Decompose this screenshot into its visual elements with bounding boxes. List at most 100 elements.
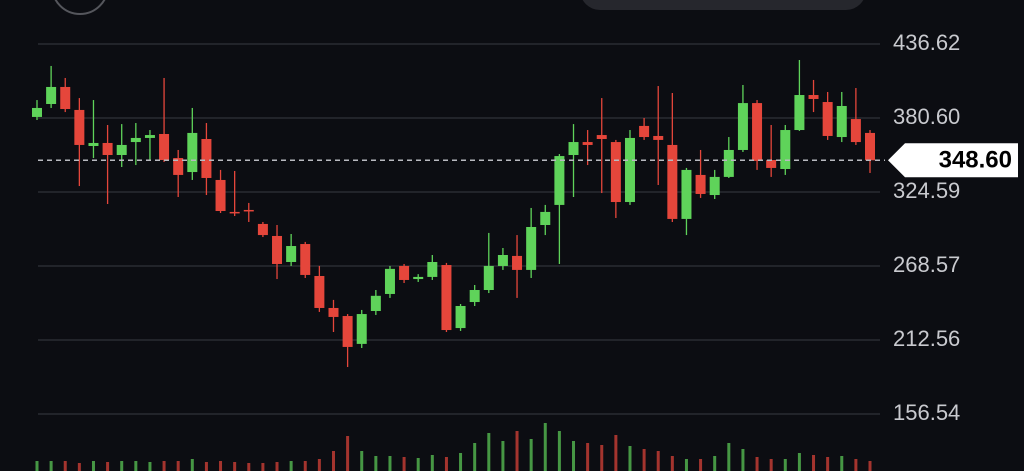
volume-bar <box>134 461 138 471</box>
y-tick-label: 268.57 <box>893 252 960 277</box>
volume-bar <box>176 461 180 471</box>
candle-body <box>808 95 819 99</box>
volume-bar <box>402 457 406 471</box>
volume-bar <box>670 456 674 471</box>
volume-bar <box>49 461 53 471</box>
volume-bar <box>543 423 547 471</box>
volume-bar <box>586 443 590 471</box>
volume-bar <box>473 443 477 471</box>
volume-bar <box>275 462 279 471</box>
volume-bar <box>317 459 321 471</box>
candle-body <box>46 86 57 105</box>
volume-bar <box>783 459 787 471</box>
candle-body <box>850 119 861 143</box>
volume-bar <box>148 462 152 471</box>
volume-bar <box>854 459 858 471</box>
candle-body <box>413 276 424 280</box>
volume-bar <box>106 462 110 471</box>
volume-bar <box>600 445 604 471</box>
volume-bar <box>219 461 223 471</box>
candle-body <box>653 135 664 140</box>
candle-body <box>681 169 692 219</box>
volume-bar <box>360 451 364 471</box>
candle-body <box>766 160 777 168</box>
candle-body <box>342 316 353 347</box>
candle-body <box>836 105 847 138</box>
volume-bar <box>656 451 660 471</box>
candle-body <box>229 211 240 214</box>
candle-body <box>159 133 170 161</box>
candle-body <box>780 130 791 169</box>
y-tick-label: 324.59 <box>893 178 960 203</box>
candle-body <box>639 125 650 138</box>
last-price: 348.60 <box>38 143 1018 178</box>
candle-body <box>116 144 127 155</box>
volume-bar <box>416 458 420 471</box>
candle-body <box>88 142 99 147</box>
candle-body <box>173 158 184 175</box>
volume-bar <box>430 455 434 471</box>
volume-bar <box>303 461 307 471</box>
volume-bar <box>812 455 816 471</box>
volume-bar <box>233 462 237 471</box>
y-axis: 156.54 212.56 268.57 324.59 380.60 436.62 <box>893 30 960 425</box>
volume-bar <box>331 451 335 471</box>
volume-bar <box>247 463 251 471</box>
y-tick-label: 436.62 <box>893 30 960 55</box>
volume-bar <box>557 431 561 471</box>
volume-bar <box>459 453 463 471</box>
candle-body <box>794 95 805 131</box>
candle-body <box>737 103 748 150</box>
y-tick-label: 156.54 <box>893 400 960 425</box>
volume-bar <box>741 449 745 471</box>
volume-bar <box>35 461 39 471</box>
candle-body <box>568 142 579 155</box>
volume-bar <box>797 453 801 471</box>
y-tick-label: 212.56 <box>893 326 960 351</box>
candle-body <box>328 307 339 317</box>
candle-body <box>144 135 155 138</box>
candle-body <box>74 109 85 145</box>
last-price-tag <box>888 143 1018 178</box>
candle-body <box>865 132 875 161</box>
candle-body <box>384 268 395 294</box>
candle-body <box>469 290 480 303</box>
candle-body <box>752 103 763 161</box>
candle-body <box>427 261 438 277</box>
volume-bars <box>35 423 872 471</box>
volume-bar <box>769 459 773 471</box>
volume-bar <box>699 459 703 471</box>
candle-body <box>512 255 523 270</box>
volume-bar <box>91 461 95 471</box>
candle-body <box>356 314 367 344</box>
volume-bar <box>289 461 293 471</box>
candle-body <box>243 209 254 212</box>
volume-bar <box>868 461 872 471</box>
volume-bar <box>727 443 731 471</box>
y-tick-label: 380.60 <box>893 104 960 129</box>
volume-bar <box>642 449 646 471</box>
candle-body <box>441 265 452 331</box>
volume-bar <box>501 441 505 471</box>
candle-body <box>201 139 212 178</box>
volume-bar <box>755 457 759 471</box>
volume-bar <box>713 456 717 471</box>
volume-bar <box>529 439 533 471</box>
candle-body <box>60 86 71 110</box>
candle-body <box>257 223 268 236</box>
candle-body <box>723 149 734 177</box>
candle-body <box>596 135 607 140</box>
volume-bar <box>444 457 448 471</box>
volume-bar <box>63 461 67 471</box>
candle-body <box>286 246 297 262</box>
candle-body <box>540 211 551 226</box>
candle-body <box>624 137 635 203</box>
candle-body <box>314 276 325 308</box>
candle-body <box>272 235 283 264</box>
volume-bar <box>684 459 688 471</box>
top-pill[interactable] <box>580 0 866 10</box>
volume-bar <box>614 435 618 471</box>
menu-button[interactable] <box>52 0 108 15</box>
